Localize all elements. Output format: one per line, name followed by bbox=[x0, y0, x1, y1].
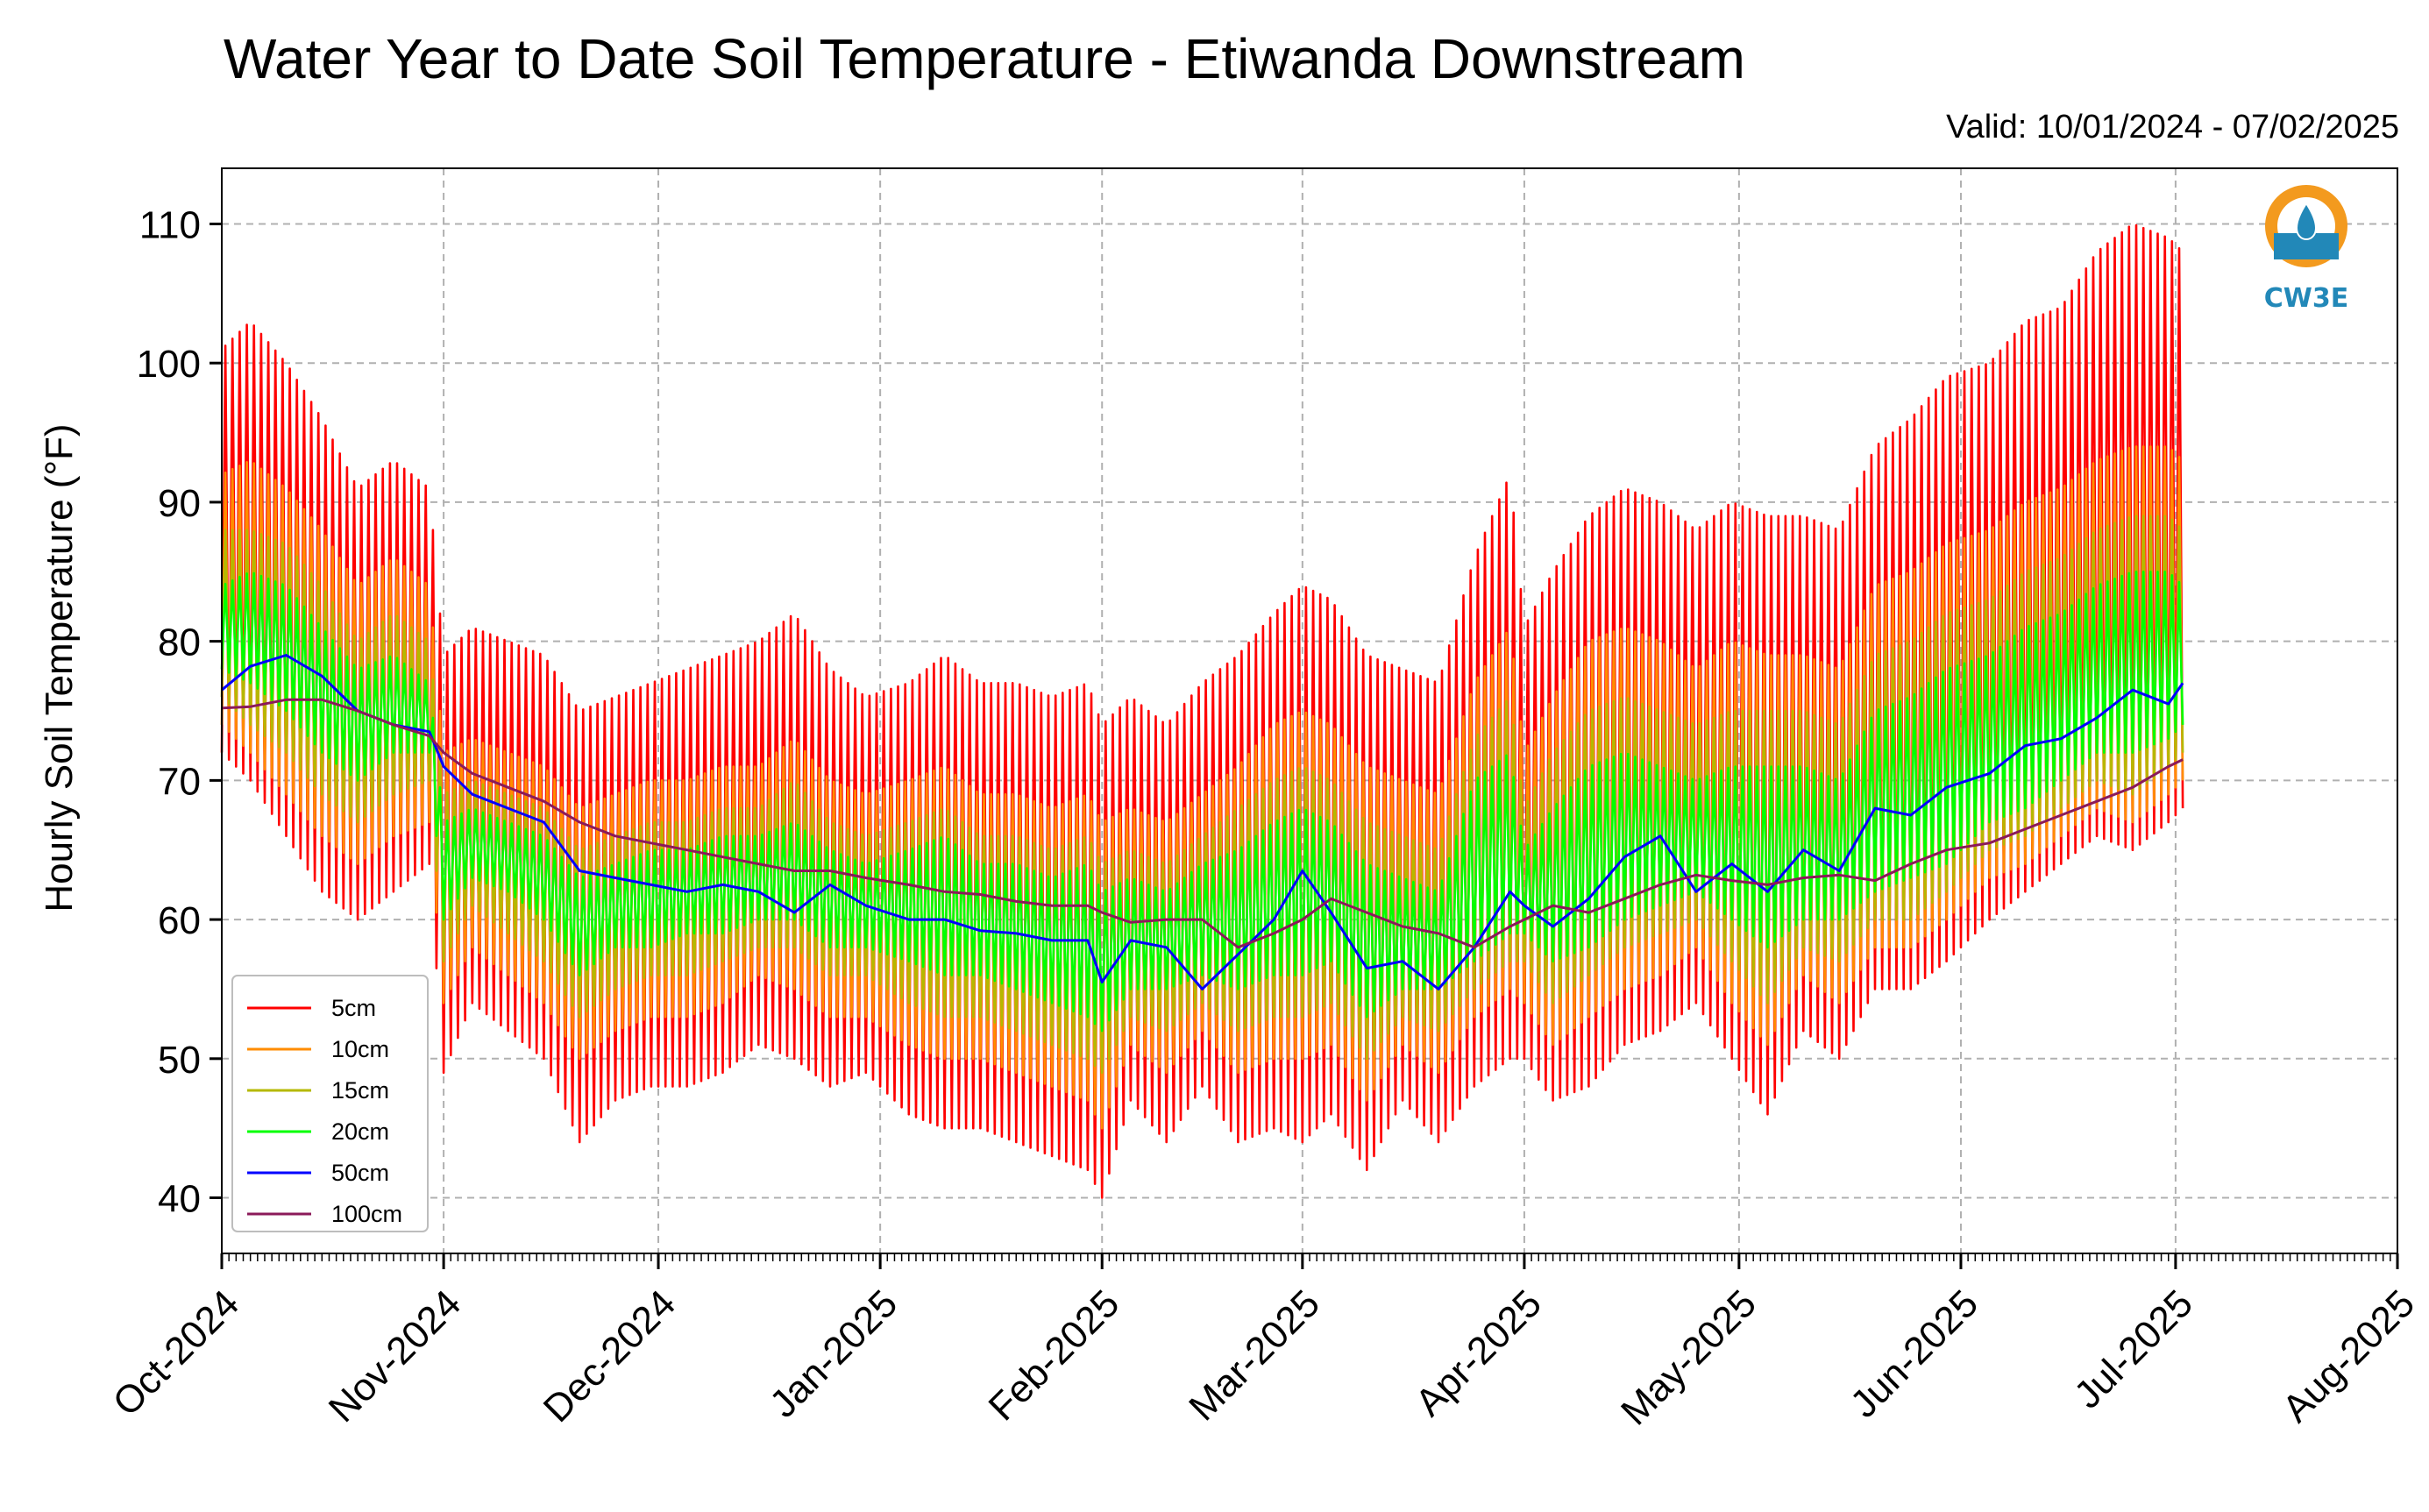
legend-label-50cm: 50cm bbox=[331, 1160, 389, 1186]
legend-label-10cm: 10cm bbox=[331, 1036, 389, 1062]
series-line-5cm bbox=[220, 224, 2184, 1199]
legend: 5cm 10cm 15cm 20cm 50cm 100cm bbox=[231, 975, 429, 1232]
y-tick-label: 80 bbox=[158, 621, 201, 664]
legend-label-100cm: 100cm bbox=[331, 1201, 402, 1227]
series-layer bbox=[220, 224, 2184, 1199]
logo-drop-icon bbox=[2295, 202, 2318, 241]
series-line-100cm bbox=[221, 698, 2184, 949]
logo-text: CW3E bbox=[2264, 283, 2348, 314]
x-tick-label: Feb-2025 bbox=[981, 1281, 1128, 1429]
x-tick-label: May-2025 bbox=[1613, 1281, 1765, 1433]
legend-label-5cm: 5cm bbox=[331, 995, 376, 1021]
y-tick-label: 60 bbox=[158, 899, 201, 942]
series-line-50cm bbox=[221, 654, 2184, 990]
valid-date-range: Valid: 10/01/2024 - 07/02/2025 bbox=[1946, 109, 2399, 146]
chart-title: Water Year to Date Soil Temperature - Et… bbox=[224, 27, 1745, 90]
x-tick-label: Aug-2025 bbox=[2275, 1281, 2424, 1430]
cw3e-logo: CW3E bbox=[2264, 185, 2348, 314]
x-tick-label: Apr-2025 bbox=[1407, 1281, 1550, 1424]
legend-box bbox=[231, 975, 429, 1232]
y-tick-label: 100 bbox=[137, 343, 201, 386]
x-tick-label: Mar-2025 bbox=[1181, 1281, 1328, 1429]
legend-label-15cm: 15cm bbox=[331, 1077, 389, 1104]
x-tick-label: Oct-2024 bbox=[105, 1281, 248, 1424]
x-tick-label: Dec-2024 bbox=[536, 1281, 685, 1430]
x-tick-label: Jun-2025 bbox=[1843, 1281, 1986, 1425]
x-tick-label: Jul-2025 bbox=[2066, 1281, 2201, 1416]
x-tick-label: Nov-2024 bbox=[321, 1281, 470, 1430]
legend-label-20cm: 20cm bbox=[331, 1118, 389, 1145]
x-tick-label: Jan-2025 bbox=[762, 1281, 906, 1425]
y-tick-label: 90 bbox=[158, 482, 201, 525]
y-tick-label: 50 bbox=[158, 1039, 201, 1082]
y-tick-label: 110 bbox=[139, 203, 201, 246]
y-tick-label: 70 bbox=[158, 760, 201, 803]
y-tick-label: 40 bbox=[158, 1178, 201, 1221]
series-line-20cm bbox=[220, 570, 2184, 1033]
